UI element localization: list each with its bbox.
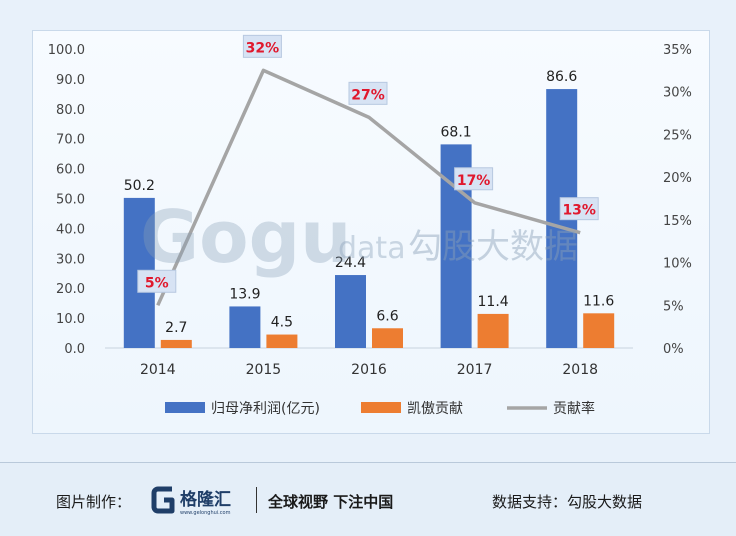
kion-bar-label: 6.6 (376, 308, 398, 324)
y-right-tick-label: 30% (663, 86, 692, 101)
gelonghui-logo-icon: 格隆汇 www.gelonghui.com (151, 486, 231, 516)
kion-bar (372, 328, 403, 348)
data-source-label: 数据支持：勾股大数据 (492, 493, 643, 511)
brand-separator (256, 487, 257, 513)
y-left-tick-label: 10.0 (56, 312, 85, 327)
y-left-tick-label: 20.0 (56, 282, 85, 297)
rate-label-box (559, 197, 599, 221)
kion-bar-label: 2.7 (165, 320, 187, 336)
y-right-tick-label: 15% (663, 214, 692, 229)
kion-bar (160, 339, 192, 348)
kion-bar (477, 313, 509, 348)
x-tick-label: 2014 (140, 362, 176, 378)
y-right-tick-label: 10% (663, 257, 692, 272)
profit-bar-label: 68.1 (441, 124, 472, 140)
brand-url: www.gelonghui.com (180, 510, 231, 516)
profit-bar-label: 13.9 (229, 286, 260, 302)
chart-panel: 0.0 10.0 20.0 30.0 40.0 50.0 60.0 70.0 80.0 90.0 1… (32, 30, 710, 434)
rate-label-box (454, 167, 494, 191)
y-right-tick-label: 35% (663, 43, 692, 58)
legend-swatch-kion (361, 402, 401, 413)
contribution-rate-line (156, 68, 581, 307)
brand-cn: 格隆汇 (180, 489, 231, 510)
y-right-tick-label: 5% (663, 299, 684, 314)
y-left-tick-label: 70.0 (56, 133, 85, 148)
credit-label: 图片制作： (56, 493, 132, 511)
y-left-tick-label: 0.0 (64, 342, 85, 357)
slogan: 全球视野 下注中国 (268, 493, 394, 511)
y-left-tick-label: 90.0 (56, 73, 85, 88)
kion-bar-label: 4.5 (271, 315, 293, 331)
footer-divider (0, 462, 736, 463)
x-tick-label: 2015 (246, 362, 282, 378)
profit-contribution-chart: 0.0 10.0 20.0 30.0 40.0 50.0 60.0 70.0 80.0 90.0 1… (48, 34, 692, 417)
kion-bar-label: 11.4 (478, 294, 509, 310)
y-left-tick-label: 60.0 (56, 163, 85, 178)
rate-label-box (137, 269, 177, 293)
kion-bar-label: 11.6 (583, 293, 614, 309)
x-tick-label: 2017 (457, 362, 493, 378)
y-right-tick-label: 0% (663, 342, 684, 357)
y-left-tick-label: 80.0 (56, 103, 85, 118)
legend-label: 归母净利润(亿元) (211, 400, 320, 417)
x-tick-label: 2016 (351, 362, 387, 378)
profit-bar (335, 275, 366, 348)
x-tick-label: 2018 (562, 362, 598, 378)
footer: 图片制作： 格隆汇 www.gelonghui.com 全球视野 下注中国 数据… (0, 463, 736, 536)
y-left-tick-label: 100.0 (48, 43, 85, 58)
rate-label-box (242, 34, 282, 58)
legend-swatch-profit (165, 402, 205, 413)
legend-label: 贡献率 (553, 400, 595, 417)
y-left-tick-label: 40.0 (56, 222, 85, 237)
rate-label: 27% (351, 87, 385, 103)
y-left-tick-label: 50.0 (56, 193, 85, 208)
kion-bar (583, 313, 615, 348)
y-right-tick-label: 20% (663, 171, 692, 186)
rate-label: 32% (246, 40, 280, 56)
rate-label: 13% (562, 203, 596, 219)
y-right-tick-label: 25% (663, 128, 692, 143)
profit-bar (229, 306, 261, 348)
rate-label-box (348, 81, 388, 105)
rate-label: 17% (457, 173, 491, 189)
rate-label: 5% (145, 275, 169, 291)
legend-label: 凯傲贡献 (407, 401, 463, 417)
profit-bar-label: 86.6 (546, 69, 577, 85)
y-left-tick-label: 30.0 (56, 252, 85, 267)
profit-bar-label: 24.4 (335, 255, 366, 271)
kion-bar (266, 334, 298, 348)
profit-bar-label: 50.2 (124, 178, 155, 194)
